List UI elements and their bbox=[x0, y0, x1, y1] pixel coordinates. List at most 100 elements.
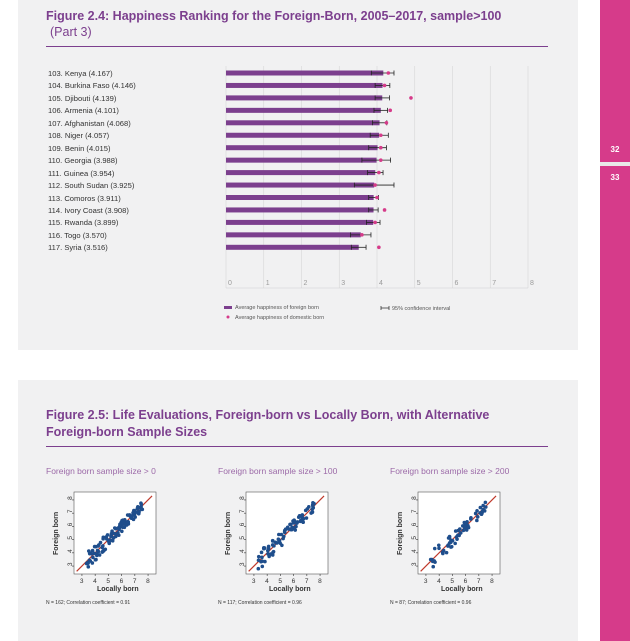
scatter-plot-1: 3 4 5 6 7 8 3 4 5 6 7 8 Locally born Foreign born bbox=[53, 491, 157, 593]
bar-label: 106. Armenia (4.101) bbox=[48, 106, 119, 116]
scatter-point bbox=[478, 505, 483, 510]
scatter-point bbox=[475, 508, 479, 513]
x-tick-label: 8 bbox=[490, 578, 494, 585]
scatter-point bbox=[122, 517, 127, 522]
bar-label: 116. Togo (3.570) bbox=[48, 230, 107, 240]
scatter-point bbox=[89, 551, 94, 556]
x-tick-label: 4 bbox=[265, 578, 269, 585]
bar-label: 113. Comoros (3.911) bbox=[48, 193, 121, 203]
y-axis-label: Foreign born bbox=[397, 512, 404, 555]
scatter-point bbox=[453, 529, 458, 533]
scatter-point bbox=[440, 550, 445, 554]
y-tick-label: 8 bbox=[411, 496, 418, 500]
domestic-point bbox=[373, 220, 377, 225]
x-tick-label: 3 bbox=[80, 578, 84, 585]
bar bbox=[226, 70, 384, 76]
x-tick-label: 6 bbox=[292, 578, 296, 585]
scatter-point bbox=[273, 540, 278, 545]
scatter-point bbox=[458, 531, 463, 535]
y-axis-label: Foreign born bbox=[53, 512, 60, 555]
scatter-point bbox=[101, 548, 106, 553]
scatter-point bbox=[85, 560, 90, 565]
bar bbox=[226, 157, 377, 163]
scatter-point bbox=[286, 527, 291, 531]
x-axis-label: Locally born bbox=[269, 586, 311, 593]
domestic-point bbox=[409, 96, 413, 100]
scatter-point bbox=[431, 564, 436, 569]
scatter-point bbox=[304, 516, 309, 520]
y-tick-label: 8 bbox=[239, 496, 246, 500]
bar bbox=[226, 82, 383, 88]
page-tab-32[interactable]: 32 bbox=[600, 140, 630, 160]
scatter-point bbox=[108, 538, 113, 543]
scatter-point bbox=[279, 532, 284, 537]
scatter-point bbox=[86, 565, 91, 569]
scatter-point bbox=[298, 519, 303, 524]
scatter-point bbox=[454, 535, 459, 539]
scatter-point bbox=[109, 531, 114, 536]
bar bbox=[226, 145, 378, 151]
y-tick-label: 5 bbox=[67, 536, 74, 540]
figure-2-5-title-line1: Figure 2.5: Life Evaluations, Foreign-bo… bbox=[46, 408, 490, 422]
scatter-point bbox=[461, 528, 466, 533]
scatter-point bbox=[136, 505, 140, 509]
x-tick-label: 7 bbox=[305, 578, 309, 585]
legend-bar-swatch bbox=[224, 306, 232, 309]
domestic-point bbox=[388, 108, 393, 113]
scatter-point bbox=[98, 540, 103, 545]
domestic-point bbox=[384, 121, 389, 125]
bar bbox=[226, 244, 359, 250]
bar-label: 103. Kenya (4.167) bbox=[48, 69, 113, 78]
bar-label: 105. Djibouti (4.139) bbox=[48, 93, 117, 103]
scatter-point bbox=[462, 520, 467, 525]
page-tab-33[interactable]: 33 bbox=[600, 168, 630, 188]
scatter-plot-3: 3 4 5 6 7 8 3 4 5 6 7 8 Locally born Foreign born bbox=[397, 491, 501, 593]
legend-ci-label: 95% confidence interval bbox=[392, 306, 450, 312]
x-tick-label: 7 bbox=[492, 280, 496, 287]
bar bbox=[226, 182, 375, 188]
domestic-point bbox=[378, 133, 383, 138]
y-tick-label: 5 bbox=[239, 536, 246, 540]
scatter-point bbox=[139, 507, 143, 512]
y-tick-label: 4 bbox=[411, 549, 418, 553]
bar bbox=[226, 207, 374, 213]
y-tick-label: 4 bbox=[67, 549, 74, 553]
scatter-point bbox=[116, 530, 120, 535]
bar-label: 112. South Sudan (3.925) bbox=[48, 181, 135, 191]
scatter-point bbox=[449, 540, 453, 545]
scatter-point bbox=[120, 529, 124, 534]
bar-label: 111. Guinea (3.954) bbox=[48, 168, 115, 178]
scatter-point bbox=[311, 505, 316, 510]
y-axis-label: Foreign born bbox=[225, 512, 232, 555]
scatter-point bbox=[310, 510, 315, 515]
bar bbox=[226, 170, 376, 176]
scatter-point bbox=[483, 505, 488, 509]
scatter-point bbox=[281, 536, 285, 541]
x-tick-label: 3 bbox=[341, 280, 345, 287]
scatter-point bbox=[449, 544, 454, 549]
domestic-point bbox=[382, 83, 387, 88]
scatter-point bbox=[262, 545, 266, 550]
scatter-2-note: N = 117; Correlation coefficient = 0.96 bbox=[218, 600, 302, 606]
domestic-point bbox=[375, 195, 379, 200]
scatter-point bbox=[270, 543, 275, 547]
scatter-point bbox=[263, 559, 267, 564]
domestic-point bbox=[373, 183, 377, 187]
scatter-point bbox=[91, 555, 95, 560]
domestic-point bbox=[378, 145, 383, 150]
bar-label: 117. Syria (3.516) bbox=[48, 243, 108, 253]
scatter-point bbox=[469, 515, 473, 520]
x-tick-label: 2 bbox=[304, 280, 308, 287]
scatter-point bbox=[277, 532, 281, 537]
bar bbox=[226, 195, 374, 200]
x-tick-label: 4 bbox=[379, 280, 383, 287]
figure-2-5-title-line2: Foreign-born Sample Sizes bbox=[46, 425, 208, 439]
scatter-point bbox=[266, 552, 270, 556]
scatter-point bbox=[117, 526, 121, 530]
scatter-point bbox=[473, 511, 478, 516]
scatter-point bbox=[276, 537, 281, 542]
x-tick-label: 1 bbox=[266, 280, 270, 287]
scatter-point bbox=[298, 514, 303, 518]
scatter-point bbox=[112, 531, 117, 536]
scatter-point bbox=[483, 500, 488, 505]
